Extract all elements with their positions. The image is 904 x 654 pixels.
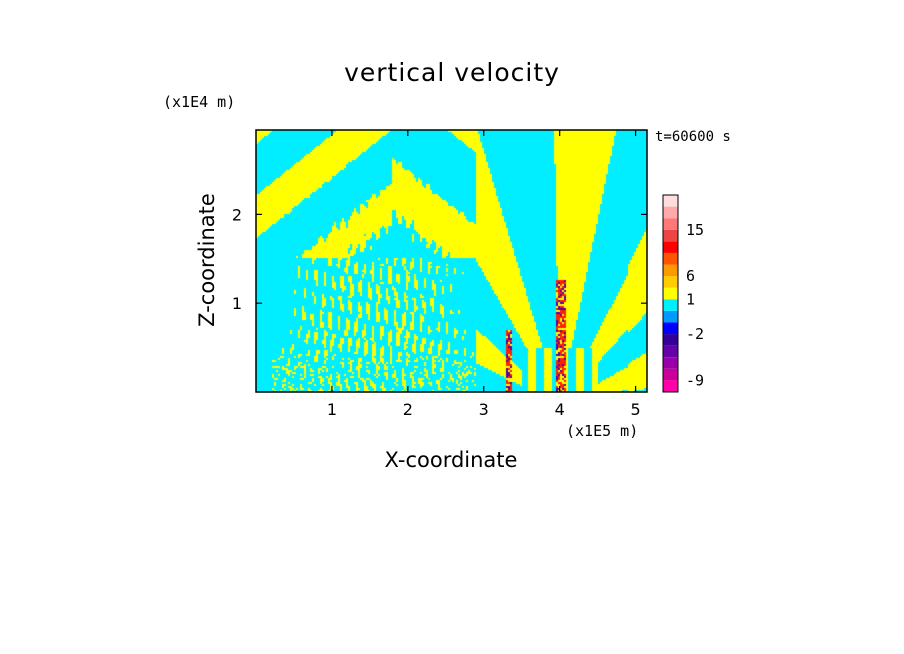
- velocity-field: [256, 130, 647, 392]
- colorbar-segment: [663, 195, 678, 207]
- colorbar-tick-label: 6: [686, 267, 695, 285]
- axis-ticks: 1 2 3 4 5 1 2: [232, 130, 647, 419]
- chart-title: vertical velocity: [344, 58, 560, 87]
- plot-frame: [255, 129, 648, 393]
- colorbar-tick-label: -2: [686, 325, 704, 343]
- colorbar-segment: [663, 322, 678, 335]
- colorbar-segment: [663, 287, 678, 300]
- colorbar-tick-label: 1: [686, 290, 695, 308]
- x-axis-unit: (x1E5 m): [566, 422, 639, 440]
- colorbar-tick-label: 15: [686, 221, 704, 239]
- velocity-field-image: [256, 130, 647, 392]
- colorbar-segment: [663, 241, 678, 253]
- z-axis-unit: (x1E4 m): [163, 93, 236, 111]
- colorbar-segment: [663, 229, 678, 242]
- x-tick-label: 2: [403, 400, 413, 419]
- time-label: t=60600 s: [655, 129, 731, 145]
- x-axis-label: X-coordinate: [384, 448, 518, 472]
- colorbar-segment: [663, 218, 678, 230]
- colorbar-segment: [663, 310, 678, 323]
- colorbar-segment: [663, 334, 678, 346]
- x-tick-label: 1: [327, 400, 337, 419]
- colorbar-segment: [663, 345, 678, 358]
- colorbar-segment: [663, 264, 678, 277]
- colorbar-segment: [663, 276, 678, 288]
- colorbar-tick-label: -9: [686, 371, 704, 389]
- colorbar-segment: [663, 368, 678, 381]
- colorbar: -9 -2 1 6 15: [662, 194, 704, 393]
- y-axis-label: Z-coordinate: [195, 193, 219, 327]
- colorbar-segment: [663, 206, 678, 219]
- colorbar-segment: [663, 299, 678, 311]
- x-tick-label: 4: [555, 400, 565, 419]
- colorbar-segment: [663, 380, 678, 392]
- colorbar-frame: [662, 194, 679, 393]
- colorbar-segment: [663, 357, 678, 369]
- x-tick-label: 3: [479, 400, 489, 419]
- x-tick-label: 5: [631, 400, 641, 419]
- z-tick-label: 1: [232, 294, 242, 313]
- z-tick-label: 2: [232, 205, 242, 224]
- colorbar-segment: [663, 252, 678, 265]
